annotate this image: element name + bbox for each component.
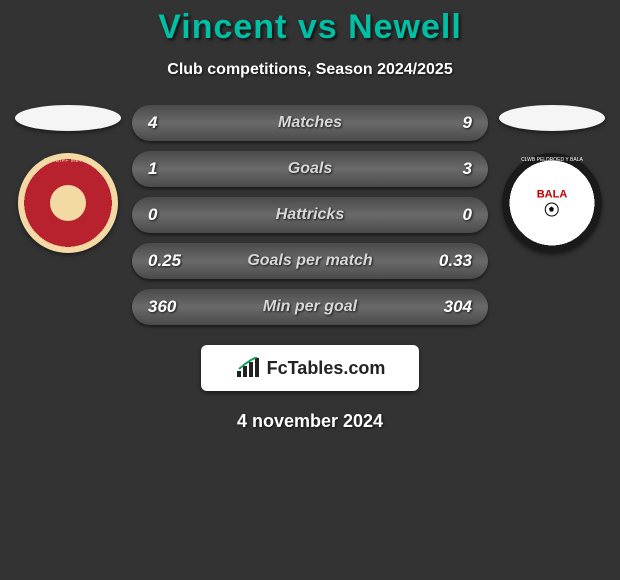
comparison-date: 4 november 2024 <box>0 411 620 432</box>
right-logo-inner: BALA <box>537 190 568 217</box>
stat-row: 4 Matches 9 <box>132 105 488 141</box>
stat-left-value: 0 <box>148 205 188 225</box>
stat-row: 1 Goals 3 <box>132 151 488 187</box>
stat-right-value: 304 <box>432 297 472 317</box>
stats-column: 4 Matches 9 1 Goals 3 0 Hattricks 0 0.25… <box>128 105 492 335</box>
stat-left-value: 360 <box>148 297 188 317</box>
stat-row: 0.25 Goals per match 0.33 <box>132 243 488 279</box>
left-team-logo: CARDIFF MET FC <box>18 153 118 253</box>
stat-left-value: 4 <box>148 113 188 133</box>
comparison-widget: Vincent vs Newell Club competitions, Sea… <box>0 0 620 432</box>
stat-right-value: 0.33 <box>432 251 472 271</box>
right-team-logo: CLWB PELDROED Y BALA BALA <box>502 153 602 253</box>
stat-right-value: 3 <box>432 159 472 179</box>
footer-brand-box[interactable]: FcTables.com <box>201 345 419 391</box>
main-area: CARDIFF MET FC 4 Matches 9 1 Goals 3 0 H… <box>0 105 620 335</box>
right-logo-ring-text: CLWB PELDROED Y BALA <box>502 157 602 163</box>
stat-right-value: 0 <box>432 205 472 225</box>
stat-row: 360 Min per goal 304 <box>132 289 488 325</box>
stat-left-value: 1 <box>148 159 188 179</box>
left-name-plate <box>15 105 121 131</box>
page-title: Vincent vs Newell <box>0 0 620 47</box>
stat-row: 0 Hattricks 0 <box>132 197 488 233</box>
right-logo-text: BALA <box>537 189 568 201</box>
stat-label: Matches <box>188 114 432 132</box>
left-team-column: CARDIFF MET FC <box>8 105 128 335</box>
footer-brand-text: FcTables.com <box>267 358 386 379</box>
stat-label: Hattricks <box>188 206 432 224</box>
stat-label: Min per goal <box>188 298 432 316</box>
left-logo-text: CARDIFF MET FC <box>18 158 118 164</box>
subtitle: Club competitions, Season 2024/2025 <box>0 61 620 79</box>
right-name-plate <box>499 105 605 131</box>
stat-left-value: 0.25 <box>148 251 188 271</box>
soccer-ball-icon <box>545 203 559 217</box>
right-team-column: CLWB PELDROED Y BALA BALA <box>492 105 612 335</box>
stat-label: Goals per match <box>188 252 432 270</box>
bar-chart-icon <box>235 357 261 379</box>
stat-label: Goals <box>188 160 432 178</box>
stat-right-value: 9 <box>432 113 472 133</box>
